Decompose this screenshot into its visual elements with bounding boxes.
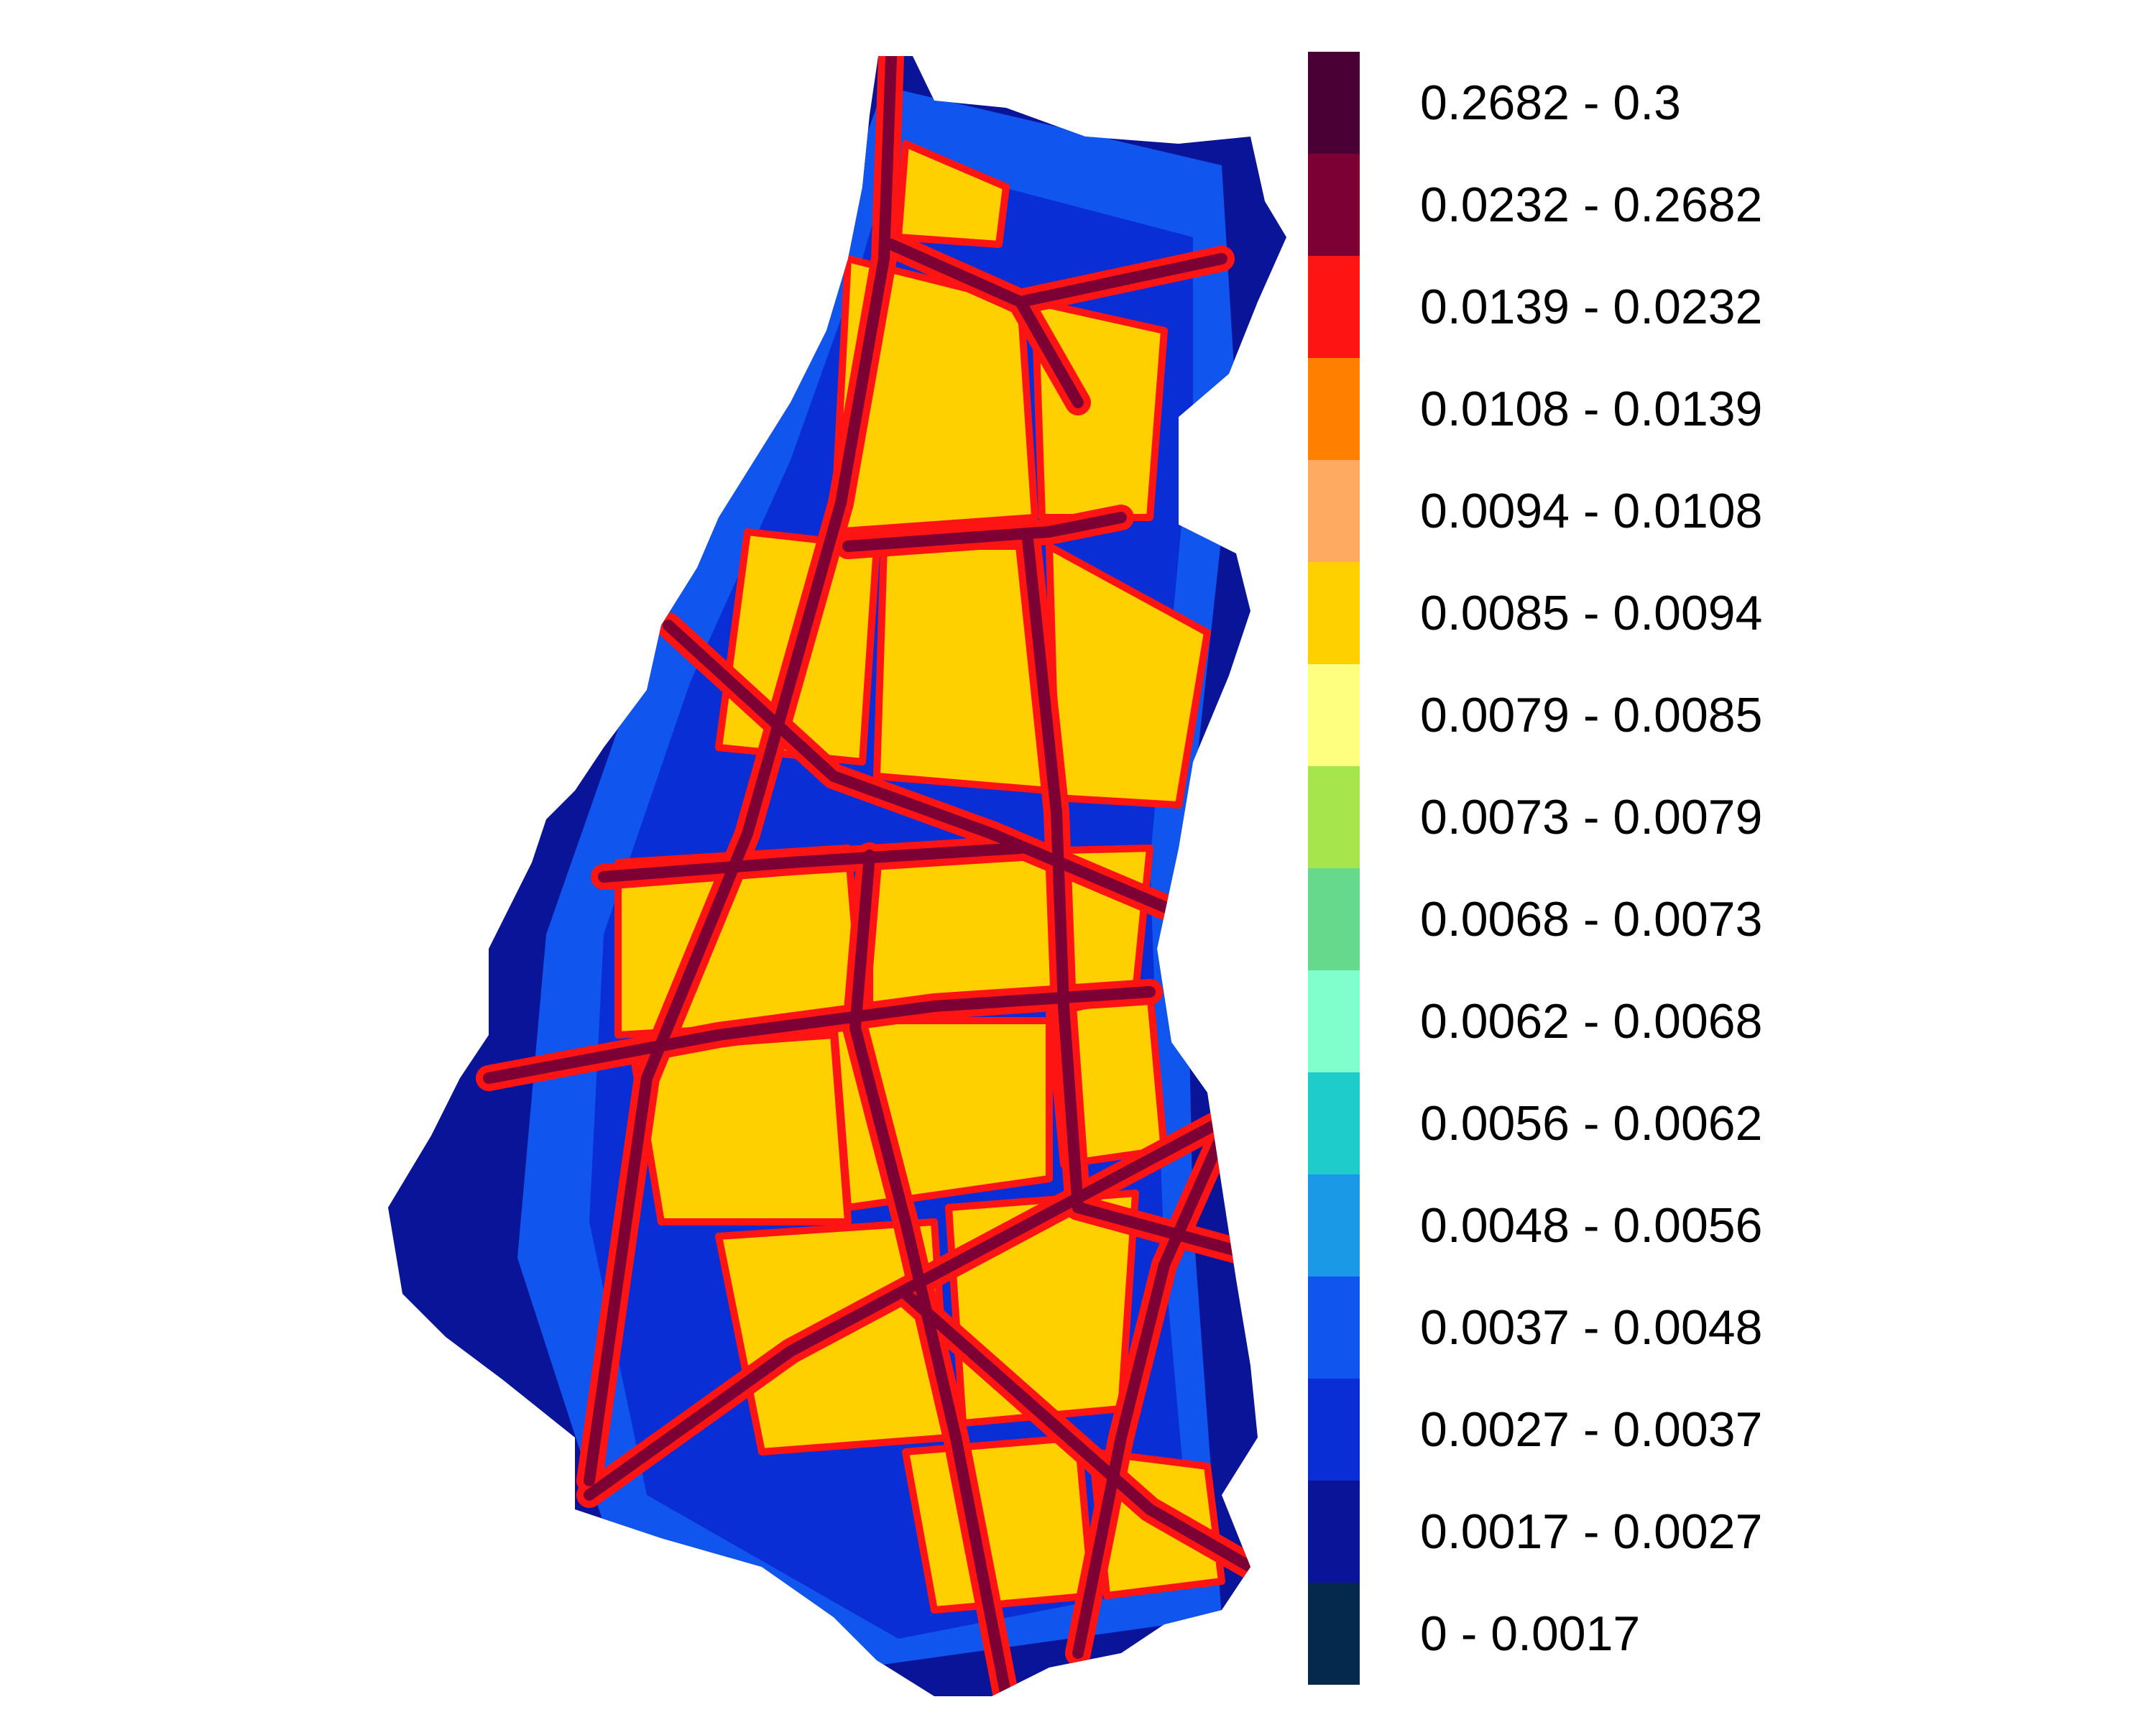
legend-item: 0.0068 - 0.0073 xyxy=(1308,868,2099,970)
legend-label: 0.0073 - 0.0079 xyxy=(1420,790,1763,845)
legend-swatch xyxy=(1308,664,1360,766)
legend-label: 0.0079 - 0.0085 xyxy=(1420,688,1763,742)
legend-swatch xyxy=(1308,868,1360,970)
legend-swatch xyxy=(1308,562,1360,664)
legend-label: 0.0037 - 0.0048 xyxy=(1420,1300,1763,1355)
legend-swatch xyxy=(1308,1481,1360,1583)
legend-item: 0.0037 - 0.0048 xyxy=(1308,1276,2099,1379)
legend-label: 0.0027 - 0.0037 xyxy=(1420,1402,1763,1457)
legend-item: 0.0027 - 0.0037 xyxy=(1308,1379,2099,1481)
legend-swatch xyxy=(1308,1174,1360,1276)
legend-item: 0.0073 - 0.0079 xyxy=(1308,766,2099,868)
legend-label: 0.0085 - 0.0094 xyxy=(1420,586,1763,640)
legend-swatch xyxy=(1308,970,1360,1072)
legend-item: 0.0062 - 0.0068 xyxy=(1308,970,2099,1072)
legend-label: 0.0048 - 0.0056 xyxy=(1420,1198,1763,1253)
legend-item: 0.0094 - 0.0108 xyxy=(1308,460,2099,562)
legend-label: 0.2682 - 0.3 xyxy=(1420,75,1681,130)
road-network-layer xyxy=(476,56,1263,1696)
legend-swatch xyxy=(1308,1276,1360,1379)
legend-item: 0.0232 - 0.2682 xyxy=(1308,154,2099,256)
road xyxy=(1022,533,1084,1213)
map-layers xyxy=(388,56,1286,1696)
legend-item: 0 - 0.0017 xyxy=(1308,1583,2099,1685)
road xyxy=(584,56,897,1486)
road xyxy=(483,986,1156,1084)
legend-label: 0 - 0.0017 xyxy=(1420,1606,1641,1661)
legend: 0.2682 - 0.3 0.0232 - 0.2682 0.0139 - 0.02… xyxy=(1308,52,2099,1688)
road xyxy=(663,620,1184,919)
urban-block xyxy=(1031,298,1168,521)
legend-item: 0.0056 - 0.0062 xyxy=(1308,1072,2099,1174)
legend-label: 0.0017 - 0.0027 xyxy=(1420,1504,1763,1559)
road xyxy=(1015,253,1227,308)
legend-item: 0.0017 - 0.0027 xyxy=(1308,1481,2099,1583)
legend-swatch xyxy=(1308,1379,1360,1481)
legend-label: 0.0062 - 0.0068 xyxy=(1420,994,1763,1049)
legend-swatch xyxy=(1308,154,1360,256)
legend-item: 0.2682 - 0.3 xyxy=(1308,52,2099,154)
road xyxy=(1072,1130,1227,1659)
legend-label: 0.0232 - 0.2682 xyxy=(1420,178,1763,232)
legend-label: 0.0068 - 0.0073 xyxy=(1420,892,1763,947)
road xyxy=(598,842,1026,883)
road xyxy=(1072,1202,1242,1256)
legend-label: 0.0094 - 0.0108 xyxy=(1420,484,1763,538)
legend-swatch xyxy=(1308,256,1360,358)
legend-item: 0.0085 - 0.0094 xyxy=(1308,562,2099,664)
urban-block xyxy=(895,140,1010,248)
legend-label: 0.0139 - 0.0232 xyxy=(1420,280,1763,334)
legend-label: 0.0056 - 0.0062 xyxy=(1420,1096,1763,1151)
road xyxy=(842,512,1127,552)
legend-swatch xyxy=(1308,1583,1360,1685)
legend-swatch xyxy=(1308,358,1360,460)
legend-label: 0.0108 - 0.0139 xyxy=(1420,382,1763,436)
legend-swatch xyxy=(1308,1072,1360,1174)
legend-item: 0.0108 - 0.0139 xyxy=(1308,358,2099,460)
legend-swatch xyxy=(1308,766,1360,868)
urban-block xyxy=(902,1434,1096,1614)
legend-swatch xyxy=(1308,52,1360,154)
road xyxy=(900,1288,1256,1573)
legend-item: 0.0079 - 0.0085 xyxy=(1308,664,2099,766)
legend-swatch xyxy=(1308,460,1360,562)
road xyxy=(849,850,1012,1696)
legend-item: 0.0048 - 0.0056 xyxy=(1308,1174,2099,1276)
road xyxy=(584,1116,1227,1501)
legend-item: 0.0139 - 0.0232 xyxy=(1308,256,2099,358)
